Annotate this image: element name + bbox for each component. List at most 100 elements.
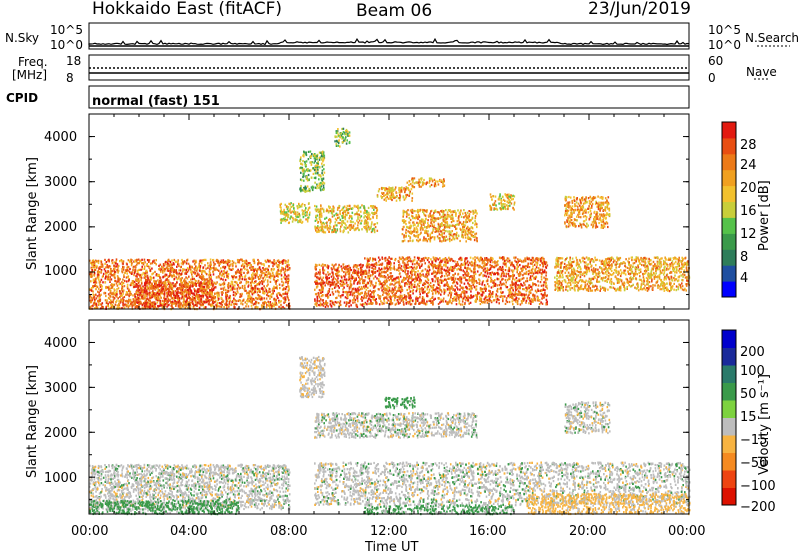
power-cell — [449, 290, 451, 292]
power-cell — [355, 299, 357, 301]
power-cell — [474, 280, 476, 282]
power-cell — [404, 278, 406, 280]
power-cell — [539, 290, 541, 292]
power-cell — [416, 262, 418, 264]
power-cell — [226, 304, 228, 306]
power-cell — [98, 262, 100, 264]
power-cell — [91, 289, 93, 291]
power-cell — [119, 260, 121, 262]
power-cell — [469, 280, 471, 282]
power-cell — [415, 300, 417, 302]
power-cell — [368, 297, 370, 299]
power-cell — [176, 292, 178, 294]
power-cell — [181, 283, 183, 285]
power-cell — [539, 264, 541, 266]
power-cell — [116, 282, 118, 284]
power-cell — [262, 277, 264, 279]
power-cell — [182, 270, 184, 272]
power-cell — [209, 289, 211, 291]
power-cell — [504, 260, 506, 262]
power-cell — [147, 304, 149, 306]
power-cell — [123, 299, 125, 301]
power-cell — [159, 280, 161, 282]
power-cell — [273, 278, 275, 280]
power-cell — [397, 281, 399, 283]
power-cell — [195, 280, 197, 282]
power-cell — [428, 273, 430, 275]
power-cell — [362, 280, 364, 282]
power-cell — [197, 291, 199, 293]
power-cell — [265, 261, 267, 263]
power-cell — [331, 268, 333, 270]
power-cell — [404, 269, 406, 271]
noise-panel — [89, 23, 790, 49]
power-cell — [227, 264, 229, 266]
power-cell — [472, 284, 474, 286]
power-cell — [162, 300, 164, 302]
power-cell — [164, 291, 166, 293]
power-cell — [529, 270, 531, 272]
power-cell — [117, 297, 119, 299]
power-cell — [96, 267, 98, 269]
power-cell — [164, 268, 166, 270]
power-cell — [200, 298, 202, 300]
power-cell — [498, 302, 500, 304]
power-cell — [286, 280, 288, 282]
power-cell — [131, 284, 133, 286]
power-cell — [235, 265, 237, 267]
power-cell — [128, 295, 130, 297]
power-cell — [409, 275, 411, 277]
power-cell — [545, 261, 547, 263]
power-cell — [154, 296, 156, 298]
power-cell — [274, 298, 276, 300]
power-cell — [419, 289, 421, 291]
power-cell — [174, 297, 176, 299]
power-cell — [257, 263, 259, 265]
power-cell — [181, 285, 183, 287]
power-cell — [442, 299, 444, 301]
power-cell — [189, 287, 191, 289]
power-cell — [124, 285, 126, 287]
power-cell — [227, 295, 229, 297]
power-cell — [387, 274, 389, 276]
power-cell — [192, 285, 194, 287]
power-cell — [281, 267, 283, 269]
power-cell — [167, 281, 169, 283]
power-cell — [127, 269, 129, 271]
power-cell — [180, 287, 182, 289]
power-cell — [337, 285, 339, 287]
power-cell — [459, 300, 461, 302]
power-cell — [340, 295, 342, 297]
power-cell — [537, 272, 539, 274]
power-cell — [220, 297, 222, 299]
power-cell — [511, 287, 513, 289]
power-cell — [146, 282, 148, 284]
power-cell — [217, 294, 219, 296]
power-cell — [173, 290, 175, 292]
power-cell — [545, 274, 547, 276]
power-cell — [530, 303, 532, 305]
power-cell — [211, 289, 213, 291]
power-cell — [175, 302, 177, 304]
power-cell — [479, 280, 481, 282]
power-cell — [409, 277, 411, 279]
power-cell — [265, 268, 267, 270]
power-cell — [182, 287, 184, 289]
power-cell — [316, 300, 318, 302]
power-cell — [177, 261, 179, 263]
power-cell — [448, 294, 450, 296]
power-cell — [353, 269, 355, 271]
power-cell — [397, 276, 399, 278]
power-cell — [364, 303, 366, 305]
power-cell — [145, 292, 147, 294]
power-cell — [495, 296, 497, 298]
power-cell — [248, 305, 250, 307]
power-cell — [413, 289, 415, 291]
power-cell — [195, 290, 197, 292]
power-cell — [196, 270, 198, 272]
power-cell — [330, 294, 332, 296]
power-cell — [188, 276, 190, 278]
power-cell — [337, 301, 339, 303]
power-cell — [133, 300, 135, 302]
power-cell — [369, 263, 371, 265]
